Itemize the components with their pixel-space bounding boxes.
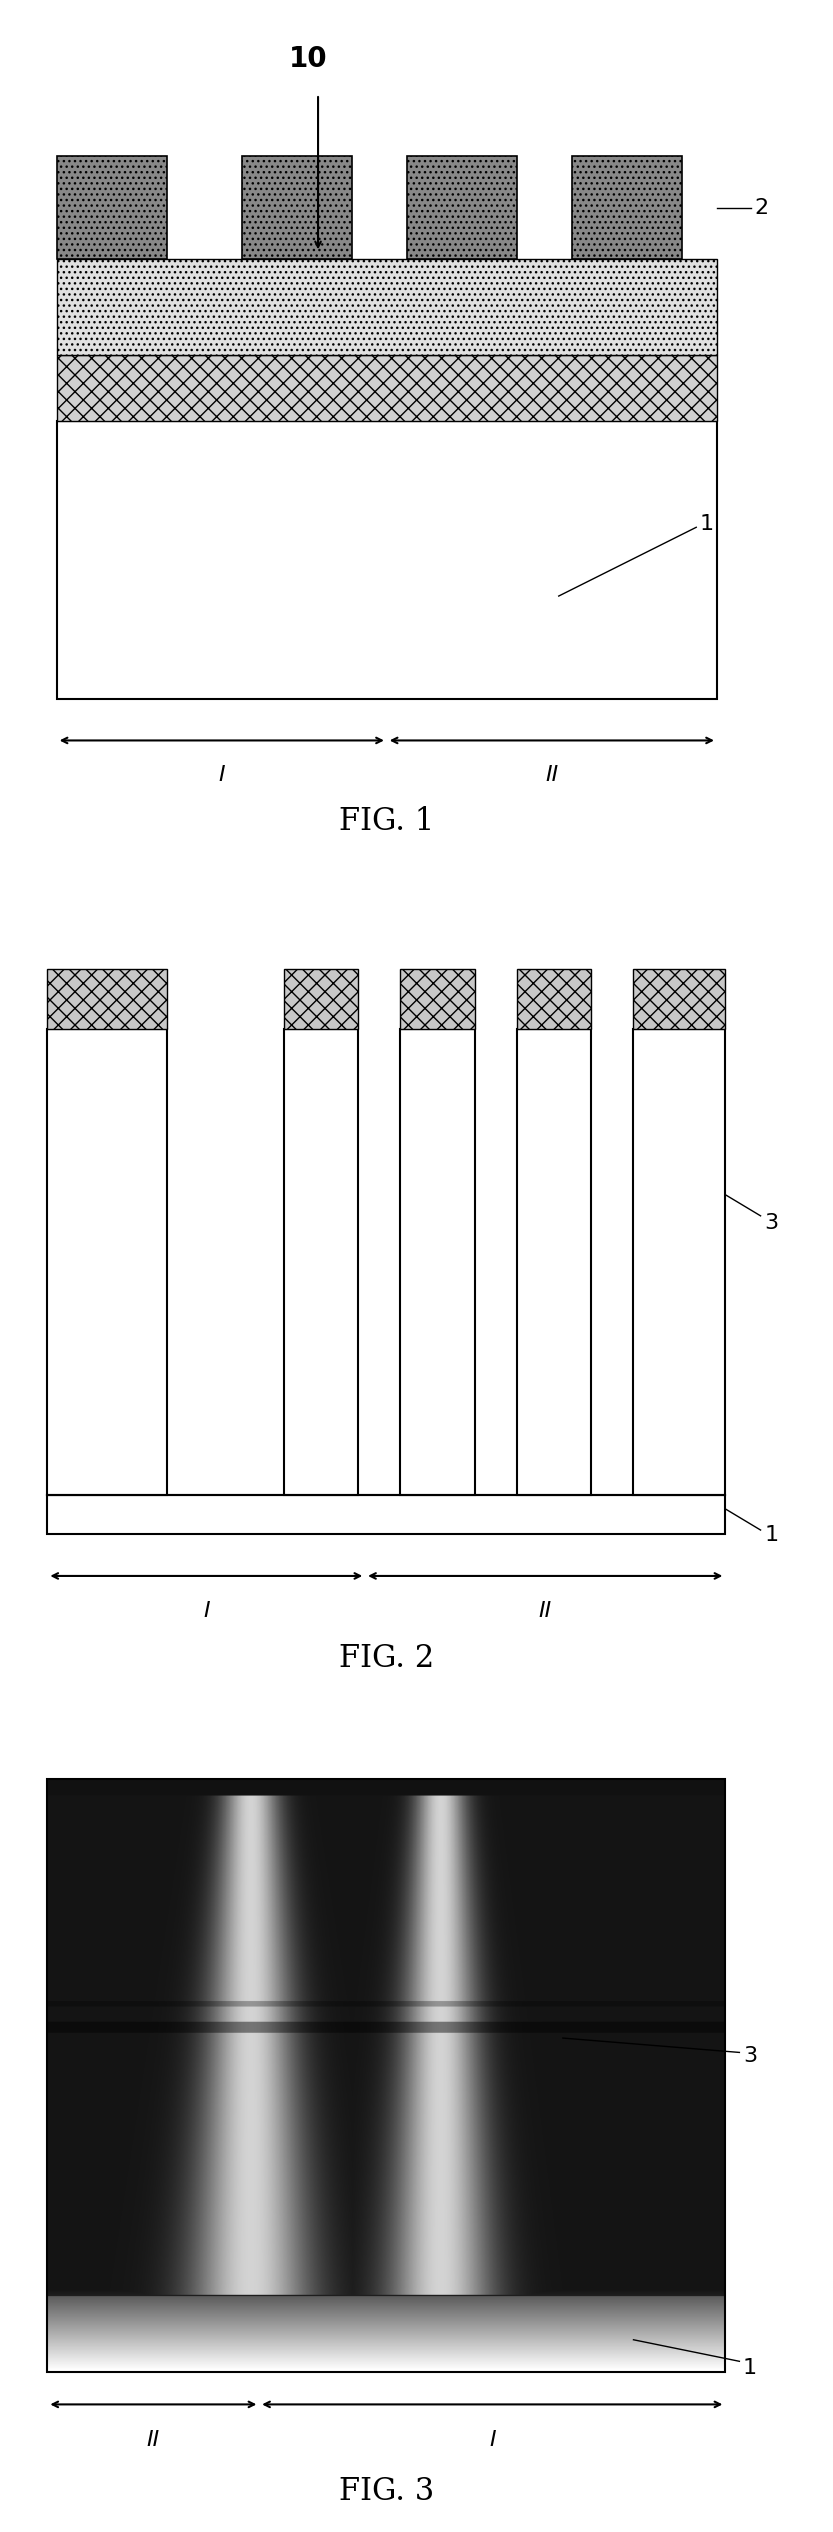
Text: 1: 1 [700,514,714,534]
Bar [284,970,358,1028]
Bar [572,157,682,258]
Text: II: II [147,2431,160,2448]
Text: I: I [203,1600,210,1620]
Text: 1: 1 [743,2357,757,2378]
Bar [57,258,717,354]
Text: FIG. 2: FIG. 2 [339,1643,434,1674]
Bar [284,1028,358,1494]
Bar [633,1028,726,1494]
Bar [57,157,167,258]
Bar [242,157,352,258]
Text: FIG. 3: FIG. 3 [339,2476,434,2507]
Bar [47,1494,726,1534]
Text: I: I [218,765,225,785]
Bar [517,970,591,1028]
Text: FIG. 1: FIG. 1 [339,805,435,836]
Text: 10: 10 [288,46,327,73]
Bar [47,1028,167,1494]
Text: II: II [546,765,558,785]
Bar [57,354,717,420]
Bar [633,970,726,1028]
Bar [517,1028,591,1494]
Text: 2: 2 [755,197,769,218]
Bar [47,970,167,1028]
Bar [401,1028,475,1494]
Bar [47,1780,726,2372]
Text: 1: 1 [764,1524,778,1545]
Text: I: I [489,2431,496,2448]
Text: 3: 3 [743,2046,757,2066]
Bar [407,157,517,258]
Text: 3: 3 [764,1213,778,1233]
Bar [401,970,475,1028]
Bar [57,420,717,699]
Text: II: II [539,1600,551,1620]
